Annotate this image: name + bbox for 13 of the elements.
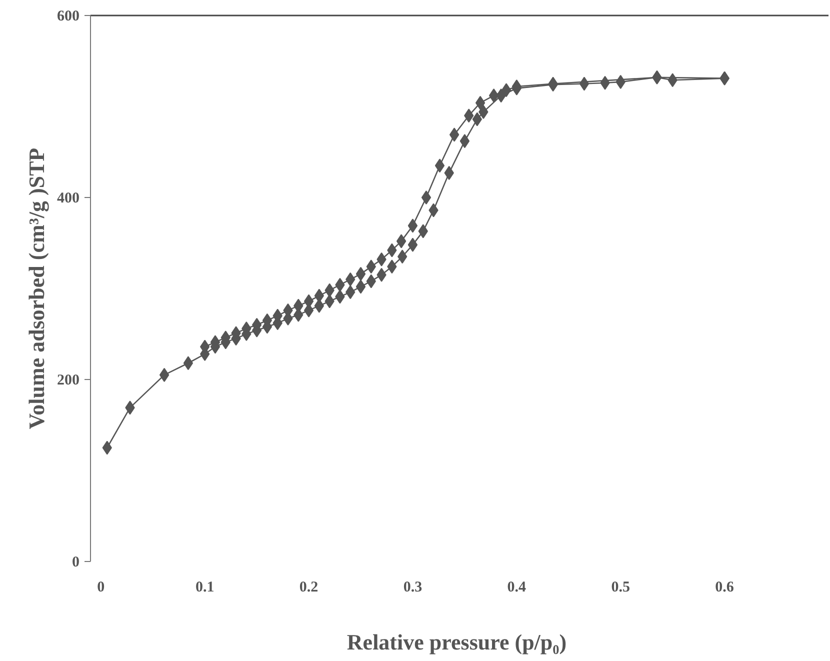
y-tick-label: 200 <box>57 372 80 388</box>
x-tick-label: 0.4 <box>507 580 527 596</box>
x-tick-label: 0.6 <box>715 580 734 596</box>
y-tick-label: 600 <box>57 8 80 24</box>
x-tick-label: 0.2 <box>299 580 318 596</box>
x-tick-label: 0 <box>97 580 105 596</box>
y-tick-label: 400 <box>57 190 80 206</box>
x-tick-label: 0.5 <box>611 580 630 596</box>
y-axis-title: Volume adsorbed (cm³/g )STP <box>24 148 49 430</box>
x-tick-label: 0.1 <box>195 580 214 596</box>
x-tick-label: 0.3 <box>403 580 422 596</box>
x-axis-title: Relative pressure (p/p₀) <box>346 630 567 654</box>
y-tick-label: 0 <box>72 554 80 570</box>
